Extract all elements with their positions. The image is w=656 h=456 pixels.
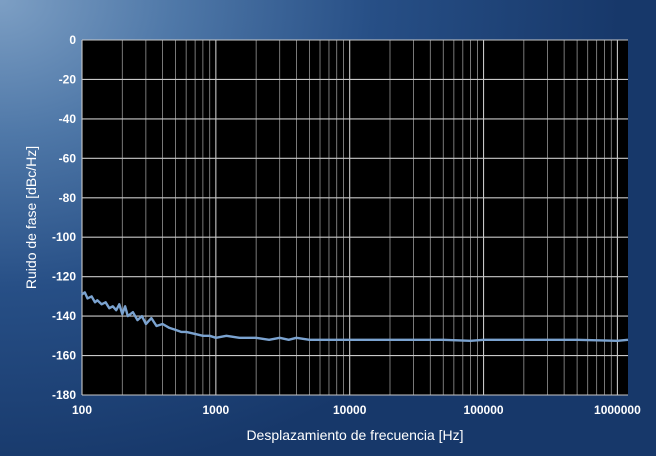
major-gridlines — [81, 39, 628, 396]
y-tick-label: -160 — [52, 349, 76, 363]
y-tick-label: -100 — [52, 230, 76, 244]
x-tick-label: 100 — [72, 403, 92, 417]
y-tick-labels: 0 -20 -40 -60 -80 -100 -120 -140 -160 -180 — [52, 33, 76, 402]
y-tick-label: -140 — [52, 309, 76, 323]
y-tick-label: -40 — [59, 112, 77, 126]
x-tick-label: 1000000 — [594, 403, 641, 417]
x-tick-labels: 100 1000 10000 100000 1000000 — [72, 403, 641, 417]
y-tick-label: 0 — [69, 33, 76, 47]
plot-area — [82, 40, 628, 395]
minor-gridlines — [121, 40, 612, 395]
x-axis-label: Desplazamiento de frecuencia [Hz] — [246, 427, 463, 443]
y-tick-label: -80 — [59, 191, 77, 205]
y-axis-label: Ruido de fase [dBc/Hz] — [23, 146, 39, 289]
y-tick-label: -120 — [52, 270, 76, 284]
y-tick-label: -20 — [59, 72, 77, 86]
x-tick-label: 10000 — [333, 403, 367, 417]
x-tick-label: 1000 — [202, 403, 229, 417]
y-tick-label: -60 — [59, 151, 77, 165]
x-tick-label: 100000 — [464, 403, 504, 417]
phase-noise-series-line — [81, 291, 629, 342]
y-tick-label: -180 — [52, 388, 76, 402]
